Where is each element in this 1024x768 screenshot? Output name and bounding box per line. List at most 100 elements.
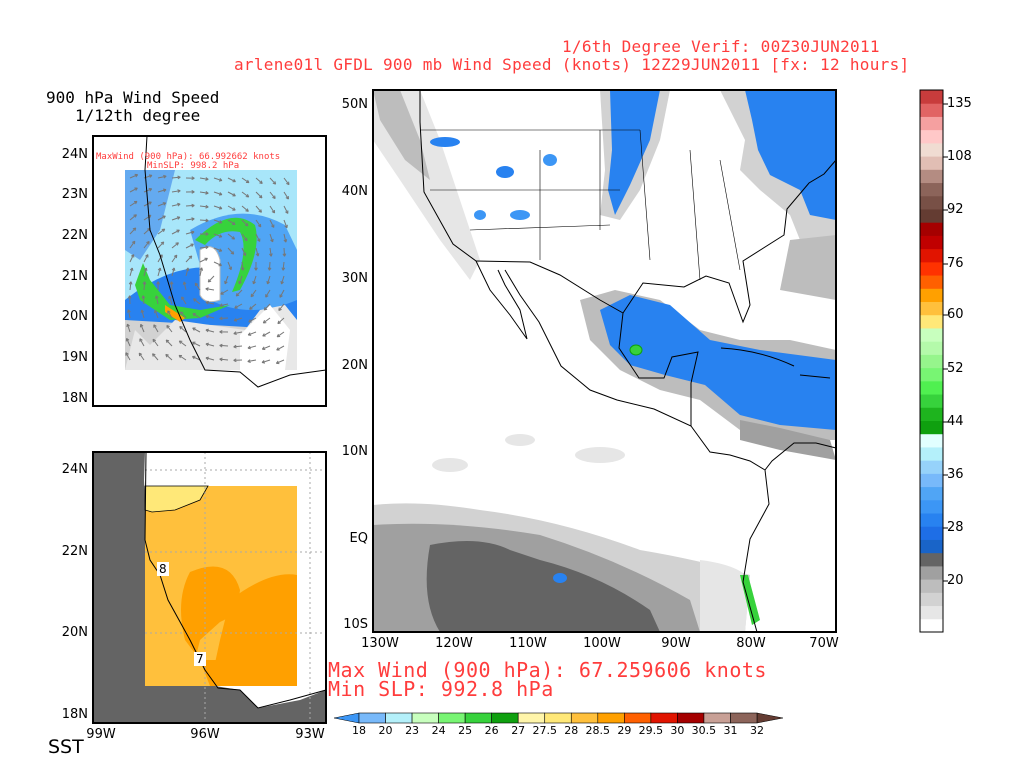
wind-arrow	[224, 275, 229, 285]
lat-label: 10S	[343, 617, 368, 632]
colorbar-swatch	[920, 314, 943, 329]
wind-arrow	[171, 203, 181, 207]
colorbar-swatch	[920, 235, 943, 250]
wind-arrow-head	[259, 180, 263, 184]
wind-arrow	[126, 323, 131, 333]
wind-arrow-head	[141, 295, 146, 299]
colorbar-swatch	[730, 712, 758, 724]
colorbar-swatch	[920, 367, 943, 382]
wind-arrow-head	[194, 282, 199, 287]
colorbar-label: 27	[511, 724, 526, 737]
wind-arrow-head	[218, 220, 223, 224]
colorbar-label: 27.5	[532, 724, 557, 737]
wind-arrow-head	[205, 245, 209, 250]
wind-arrow-head	[153, 324, 157, 328]
wind-arrow	[234, 303, 243, 309]
wind-arrow-head	[280, 280, 284, 285]
colorbar-swatch	[920, 513, 943, 527]
lon-label: 130W	[361, 636, 399, 651]
wind-arrow-head	[245, 179, 250, 184]
wind-arrow	[213, 191, 223, 196]
wind-arrow-head	[204, 257, 208, 262]
wind-arrow-head	[285, 196, 289, 200]
wind-arrow-head	[242, 252, 247, 256]
wind-arrow-head	[282, 253, 287, 257]
wind-arrow-head	[125, 352, 129, 356]
wind-arrow-head	[127, 309, 131, 313]
wind-arrow-head	[205, 300, 209, 305]
sst-colorbar	[333, 712, 784, 724]
wind-arrow	[140, 324, 145, 333]
contour-label: 8	[157, 562, 169, 576]
wind-arrow	[227, 261, 232, 270]
wind-speed-colorbar	[919, 89, 948, 633]
wind-arrow-head	[267, 267, 272, 271]
wind-arrow	[157, 215, 166, 221]
wind-arrow-head	[270, 238, 274, 243]
wind-arrow-head	[192, 341, 196, 346]
wind-arrow-head	[266, 280, 270, 285]
wind-arrow	[255, 233, 261, 242]
wind-arrow-head	[162, 215, 166, 219]
wind-arrow-head	[178, 340, 183, 344]
colorbar-swatch	[920, 380, 943, 395]
wind-arrow-head	[165, 353, 169, 358]
wind-arrow	[157, 228, 166, 235]
wind-arrow	[213, 177, 223, 182]
wind-arrow	[199, 219, 209, 222]
wind-arrow-head	[139, 323, 144, 328]
colorbar-label: 18	[352, 724, 366, 737]
wind-arrow	[213, 205, 223, 210]
colorbar-swatch	[920, 394, 943, 408]
wind-arrow	[126, 338, 131, 347]
wind-arrow	[180, 311, 187, 319]
wind-arrow-head	[154, 295, 159, 299]
wind-arrow-head	[261, 346, 266, 351]
colorbar-swatch	[677, 712, 705, 724]
wind-arrow-head	[142, 281, 147, 285]
wind-arrow-head	[231, 236, 236, 240]
wind-arrow-head	[276, 333, 281, 338]
wind-arrow	[185, 231, 195, 235]
wind-arrow-head	[192, 327, 196, 331]
colorbar-label: 20	[947, 573, 964, 588]
lat-label: 40N	[341, 184, 368, 199]
colorbar-swatch	[920, 275, 943, 289]
colorbar-swatch	[517, 712, 546, 724]
wind-arrow	[213, 247, 222, 252]
wind-arrow	[171, 216, 181, 221]
wind-arrow	[192, 313, 201, 319]
wind-arrow-head	[148, 174, 153, 178]
colorbar-label: 108	[947, 149, 972, 164]
wind-arrow	[255, 205, 262, 213]
wind-arrow	[233, 331, 243, 335]
wind-arrow	[247, 359, 257, 363]
wind-arrow-head	[238, 280, 242, 285]
lon-label: 100W	[583, 636, 621, 651]
wind-arrow	[185, 267, 189, 277]
lat-label: 50N	[341, 97, 368, 112]
wind-arrow	[157, 267, 161, 277]
colorbar-left-arrow	[333, 712, 360, 724]
wind-arrow-head	[240, 267, 245, 271]
colorbar-label: 24	[431, 724, 446, 737]
wind-arrow-head	[176, 229, 180, 233]
wind-arrow-head	[230, 251, 235, 255]
wind-arrow	[262, 331, 271, 337]
wind-arrow	[241, 219, 249, 227]
wind-arrow-head	[256, 238, 261, 242]
colorbar-swatch	[920, 473, 943, 488]
wind-arrow-head	[190, 243, 194, 247]
colorbar-swatch	[624, 712, 652, 724]
wind-arrow-head	[218, 192, 223, 196]
wind-arrow	[278, 303, 285, 311]
wind-arrow	[171, 267, 175, 277]
wind-arrow-head	[231, 221, 236, 226]
colorbar-swatch	[920, 341, 943, 355]
colorbar-swatch	[920, 433, 943, 448]
lon-label: 70W	[809, 636, 839, 651]
wind-arrow	[154, 310, 159, 319]
wind-arrow	[178, 354, 187, 361]
wind-arrow	[157, 189, 167, 193]
wind-arrow	[219, 358, 229, 361]
